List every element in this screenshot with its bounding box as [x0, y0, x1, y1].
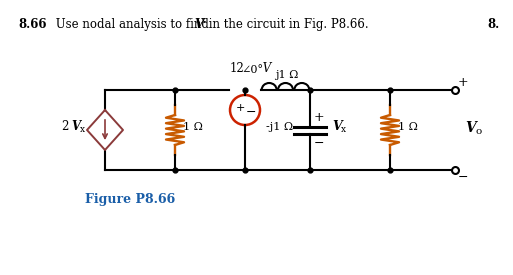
Text: V: V [194, 18, 203, 31]
Text: 8.: 8. [487, 18, 499, 31]
Text: -j1 Ω: -j1 Ω [266, 122, 293, 132]
Text: 12: 12 [230, 62, 245, 75]
Text: x: x [201, 16, 206, 25]
Text: −: − [314, 137, 325, 150]
Text: o: o [476, 126, 482, 136]
Text: V: V [465, 121, 476, 135]
Text: V: V [332, 120, 342, 133]
Text: j1 Ω: j1 Ω [275, 70, 299, 80]
Text: 1 Ω: 1 Ω [183, 122, 203, 132]
Text: +: + [235, 103, 245, 113]
Text: +: + [314, 111, 325, 124]
Text: Use nodal analysis to find: Use nodal analysis to find [52, 18, 212, 31]
Text: 1 Ω: 1 Ω [398, 122, 418, 132]
Text: −: − [246, 106, 256, 119]
Text: x: x [341, 125, 346, 133]
Text: 8.66: 8.66 [18, 18, 47, 31]
Text: x: x [80, 125, 85, 133]
Text: in the circuit in Fig. P8.66.: in the circuit in Fig. P8.66. [205, 18, 369, 31]
Text: 2: 2 [61, 120, 68, 133]
Text: Figure P8.66: Figure P8.66 [85, 193, 175, 206]
Text: V: V [259, 62, 271, 75]
Text: +: + [458, 76, 468, 89]
Text: −: − [458, 170, 468, 183]
Text: ∠0°: ∠0° [241, 65, 263, 75]
Text: V: V [71, 120, 80, 133]
